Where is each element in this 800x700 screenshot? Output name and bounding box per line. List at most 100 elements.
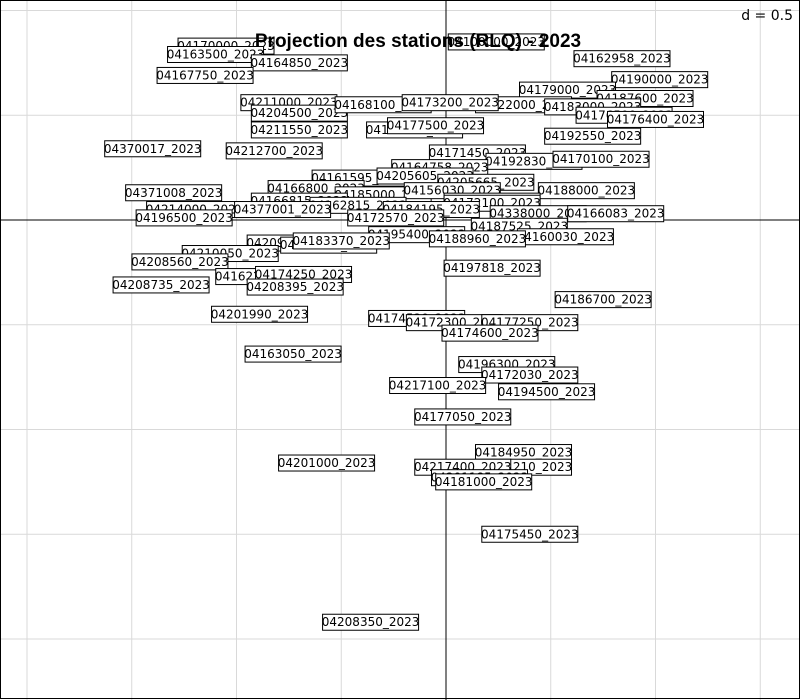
station-label: 04204500_2023 — [251, 104, 349, 122]
station-label-text: 04194500_2023 — [498, 385, 596, 399]
station-label: 04181000_2023 — [435, 473, 533, 491]
station-label: 04170100_2023 — [552, 150, 650, 168]
station-label-text: 04188960_2023 — [429, 232, 527, 246]
station-label: 04201000_2023 — [278, 454, 376, 472]
station-label: 04172030_2023 — [481, 366, 579, 384]
station-label: 04167750_2023 — [156, 66, 254, 84]
station-label: 04164850_2023 — [250, 54, 349, 72]
station-label-text: 04170100_2023 — [552, 152, 650, 166]
station-label-text: 04208735_2023 — [112, 278, 210, 292]
station-label-text: 04188000_2023 — [538, 184, 636, 198]
station-label: 04179000_2023 — [519, 81, 617, 99]
station-label-text: 04192550_2023 — [544, 129, 642, 143]
station-label-text: 04179000_2023 — [519, 83, 617, 97]
station-label-text: 04371008_2023 — [125, 186, 223, 200]
station-label: 04217100_2023 — [389, 377, 487, 395]
station-label-text: 04201990_2023 — [211, 307, 309, 321]
station-label-box — [292, 232, 390, 250]
station-label: 04208350_2023 — [322, 613, 419, 631]
station-label: 04186700_2023 — [554, 291, 652, 309]
station-label-text: 04196500_2023 — [135, 211, 233, 225]
station-label: 04176400_2023 — [607, 110, 705, 128]
station-label-text: 04162958_2023 — [573, 52, 671, 66]
station-label: 04172570_2023 — [347, 209, 445, 227]
station-label-box — [554, 291, 652, 309]
station-label-text: 04190000_2023 — [611, 73, 709, 87]
station-label-text: 04211550_2023 — [251, 123, 349, 137]
station-label-box — [234, 201, 332, 219]
station-label-box — [347, 209, 445, 227]
station-label: 04177500_2023 — [387, 117, 485, 135]
station-label-text: 04174250_2023 — [255, 267, 353, 281]
station-label-box — [552, 150, 650, 168]
station-label-box — [498, 383, 596, 401]
station-label-text: 04377001_2023 — [234, 203, 332, 217]
station-label: 04192550_2023 — [544, 127, 642, 145]
station-label-text: 04163500_2023 — [167, 47, 265, 61]
station-label-box — [112, 276, 210, 294]
station-label-box — [387, 117, 485, 135]
station-label-text: 04177500_2023 — [387, 119, 485, 133]
station-label-box — [246, 278, 344, 296]
station-label-text: 04100000_2023 — [447, 35, 545, 49]
station-label-text: 04338000_2023 — [489, 207, 587, 221]
station-label-text: 04167750_2023 — [156, 68, 254, 82]
station-label-box — [441, 324, 539, 342]
station-label: 04174600_2023 — [441, 324, 539, 342]
station-label-text: 04174600_2023 — [441, 326, 539, 340]
station-label-text: 04166083_2023 — [567, 207, 665, 221]
station-label-box — [131, 253, 229, 271]
station-label: 04188000_2023 — [537, 182, 636, 200]
station-label-text: 04201000_2023 — [278, 456, 376, 470]
station-label-box — [435, 473, 533, 491]
chart-title: Projection des stations (RLQ) - 2023 — [255, 31, 581, 52]
station-label-box — [428, 230, 526, 248]
station-labels: 04170000_202304163500_202304164850_20230… — [104, 33, 709, 631]
station-label-text: 04370017_2023 — [104, 142, 202, 156]
scale-label: d = 0.5 — [741, 8, 793, 24]
station-label-box — [414, 408, 512, 426]
station-label: 04162958_2023 — [573, 50, 671, 68]
station-label: 04100000_2023 — [447, 33, 545, 51]
station-label-box — [544, 127, 642, 145]
station-label-box — [250, 54, 348, 72]
station-label: 04173200_2023 — [401, 94, 499, 112]
station-label-text: 04163050_2023 — [244, 347, 342, 361]
station-label: 04197818_2023 — [443, 259, 541, 277]
station-label-text: 04212700_2023 — [225, 144, 323, 158]
station-label: 04211550_2023 — [250, 121, 349, 139]
station-label: 04188960_2023 — [428, 230, 527, 248]
station-label-box — [537, 182, 635, 200]
station-label-text: 04172030_2023 — [481, 368, 579, 382]
station-label-text: 04181000_2023 — [435, 475, 533, 489]
station-label-box — [250, 121, 348, 139]
station-label: 04208560_2023 — [131, 253, 229, 271]
station-label-box — [244, 345, 342, 363]
station-label-text: 04177050_2023 — [414, 410, 512, 424]
station-label-text: 04183370_2023 — [292, 234, 390, 248]
station-label: 04175450_2023 — [481, 525, 579, 543]
station-label-box — [447, 33, 545, 51]
station-label: 04208735_2023 — [112, 276, 210, 294]
station-label-box — [607, 110, 704, 128]
station-label-box — [481, 525, 579, 543]
station-label-text: 04175450_2023 — [481, 527, 579, 541]
station-label-box — [443, 259, 541, 277]
station-label-text: 04176400_2023 — [607, 112, 705, 126]
station-label-box — [481, 366, 579, 384]
station-label: 04208395_2023 — [246, 278, 344, 296]
station-label: 04338000_2023 — [489, 205, 587, 223]
station-label-text: 04204500_2023 — [251, 106, 349, 120]
station-label-text: 04173200_2023 — [401, 96, 499, 110]
station-label: 04201990_2023 — [211, 305, 309, 323]
station-label-box — [401, 94, 499, 112]
station-label: 04163050_2023 — [244, 345, 342, 363]
station-label-box — [389, 377, 487, 395]
station-label-box — [611, 71, 709, 89]
station-label-text: 04186700_2023 — [554, 293, 652, 307]
station-label-text: 04164850_2023 — [251, 56, 349, 70]
station-label: 04370017_2023 — [104, 140, 202, 158]
station-label: 04377001_2023 — [234, 201, 332, 219]
station-label: 04194500_2023 — [498, 383, 596, 401]
